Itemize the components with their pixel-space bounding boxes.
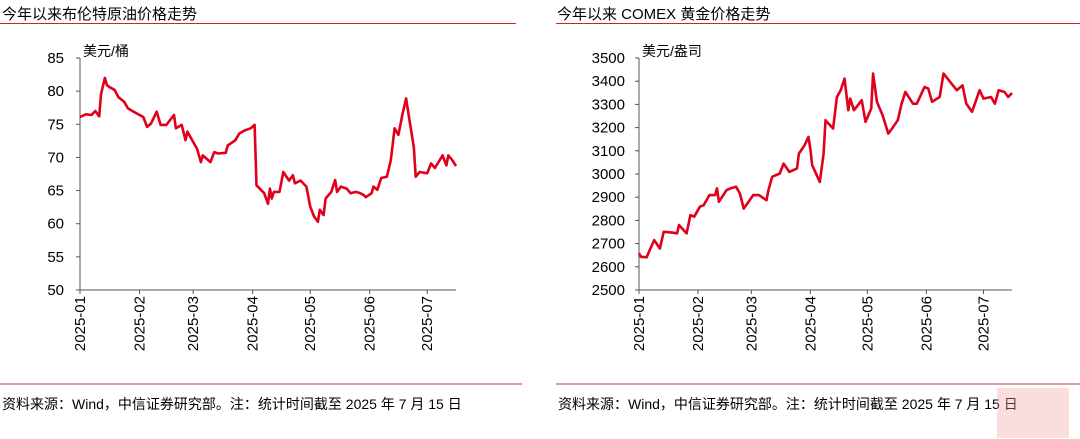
chart-title-brent: 今年以来布伦特原油价格走势 [2,6,198,23]
title-divider [556,23,1080,24]
y-tick-label: 65 [47,183,64,200]
x-tick-label: 2025-04 [245,296,262,351]
y-tick-label: 2500 [592,282,625,299]
brent-chart: 50 55 60 65 70 75 80 85 2025-01 2025-02 2025-03 202… [47,43,458,351]
x-tick-label: 2025-01 [631,296,648,351]
source-note-gold: 资料来源：Wind，中信证券研究部。注：统计时间截至 2025 年 7 月 15… [558,396,1018,412]
y-tick-label: 85 [47,50,64,67]
y-tick-label: 3500 [592,50,625,67]
y-tick-label: 2600 [592,259,625,276]
y-tick-label: 3100 [592,143,625,160]
y-tick-label: 75 [47,116,64,133]
y-tick-label: 2800 [592,212,625,229]
footer-divider [0,383,522,385]
price-line [79,76,458,223]
y-tick-label: 3400 [592,73,625,90]
x-tick-label: 2025-03 [185,296,202,351]
y-tick-label: 2900 [592,189,625,206]
y-tick-label: 55 [47,249,64,266]
y-tick-label: 3200 [592,120,625,137]
y-axis-unit-label: 美元/桶 [83,43,129,59]
x-tick-label: 2025-01 [72,296,89,351]
y-tick-label: 2700 [592,236,625,253]
x-tick-label: 2025-06 [362,296,379,351]
x-tick-label: 2025-03 [743,296,760,351]
y-axis-unit-label: 美元/盎司 [642,43,702,59]
x-tick-label: 2025-04 [802,296,819,351]
x-tick-label: 2025-05 [859,296,876,351]
watermark-logo [997,388,1069,438]
price-line [637,72,1013,259]
y-tick-label: 50 [47,282,64,299]
y-tick-label: 3000 [592,166,625,183]
y-tick-label: 60 [47,216,64,233]
x-tick-label: 2025-07 [419,296,436,351]
y-tick-label: 70 [47,149,64,166]
y-tick-label: 3300 [592,96,625,113]
x-tick-label: 2025-02 [690,296,707,351]
x-tick-label: 2025-02 [131,296,148,351]
x-tick-label: 2025-07 [975,296,992,351]
footer-divider [556,383,1080,385]
charts-canvas: 50 55 60 65 70 75 80 85 2025-01 2025-02 2025-03 202… [47,43,1013,351]
y-tick-label: 80 [47,83,64,100]
chart-title-gold: 今年以来 COMEX 黄金价格走势 [557,6,771,23]
title-divider [0,23,516,24]
x-tick-label: 2025-06 [918,296,935,351]
x-tick-label: 2025-05 [302,296,319,351]
source-note-brent: 资料来源：Wind，中信证券研究部。注：统计时间截至 2025 年 7 月 15… [2,396,462,412]
gold-chart: 2500 2600 2700 2800 2900 3000 3100 3200 3300 3400… [592,43,1013,351]
